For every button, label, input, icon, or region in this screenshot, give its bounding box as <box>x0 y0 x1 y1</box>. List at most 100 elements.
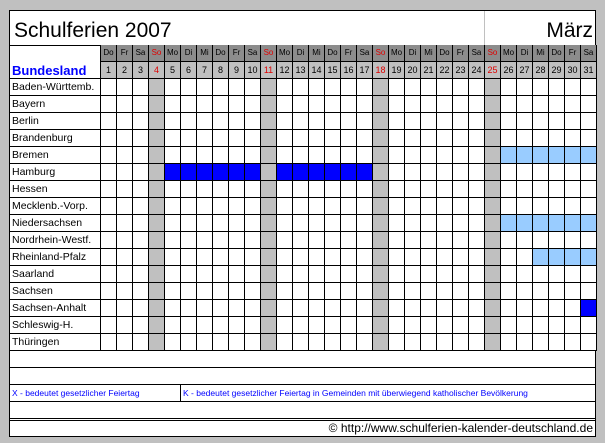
day-cell <box>117 249 133 266</box>
day-cell <box>149 164 165 181</box>
day-cell <box>389 130 405 147</box>
legend-x: X - bedeutet gesetzlicher Feiertag <box>10 385 181 402</box>
weekday-header: Sa <box>581 45 597 62</box>
day-cell <box>421 334 437 351</box>
day-cell <box>565 96 581 113</box>
day-cell <box>565 198 581 215</box>
weekday-header: So <box>373 45 389 62</box>
day-cell <box>389 215 405 232</box>
day-cell <box>309 334 325 351</box>
day-cell <box>149 283 165 300</box>
day-cell <box>421 198 437 215</box>
day-cell <box>261 266 277 283</box>
day-number: 18 <box>373 62 389 79</box>
day-cell <box>565 130 581 147</box>
day-cell <box>245 130 261 147</box>
day-cell <box>197 300 213 317</box>
day-cell <box>437 181 453 198</box>
day-cell <box>341 283 357 300</box>
day-cell <box>101 249 117 266</box>
day-cell <box>437 164 453 181</box>
day-cell <box>373 317 389 334</box>
day-cell <box>357 164 373 181</box>
day-cell <box>533 283 549 300</box>
day-cell <box>469 96 485 113</box>
day-cell <box>117 130 133 147</box>
day-cell <box>485 215 501 232</box>
day-cell <box>517 232 533 249</box>
day-cell <box>565 79 581 96</box>
day-cell <box>453 300 469 317</box>
day-cell <box>437 215 453 232</box>
day-cell <box>501 334 517 351</box>
day-cell <box>245 249 261 266</box>
day-cell <box>389 181 405 198</box>
day-cell <box>389 266 405 283</box>
day-cell <box>405 266 421 283</box>
day-cell <box>453 317 469 334</box>
weekday-header: Do <box>325 45 341 62</box>
day-cell <box>501 113 517 130</box>
day-number: 19 <box>389 62 405 79</box>
day-cell <box>469 215 485 232</box>
day-cell <box>373 232 389 249</box>
day-cell <box>341 96 357 113</box>
day-cell <box>453 96 469 113</box>
day-cell <box>421 130 437 147</box>
day-cell <box>565 266 581 283</box>
day-cell <box>501 232 517 249</box>
day-cell <box>245 181 261 198</box>
day-cell <box>245 266 261 283</box>
day-cell <box>517 300 533 317</box>
day-cell <box>549 164 565 181</box>
day-cell <box>293 215 309 232</box>
day-cell <box>549 198 565 215</box>
day-cell <box>309 96 325 113</box>
day-cell <box>181 181 197 198</box>
day-cell <box>213 317 229 334</box>
day-cell <box>101 334 117 351</box>
day-cell <box>165 96 181 113</box>
day-cell <box>341 317 357 334</box>
day-cell <box>101 266 117 283</box>
day-cell <box>261 181 277 198</box>
day-number: 25 <box>485 62 501 79</box>
day-cell <box>517 249 533 266</box>
day-cell <box>197 96 213 113</box>
day-cell <box>165 249 181 266</box>
day-cell <box>309 147 325 164</box>
day-cell <box>389 334 405 351</box>
day-number: 6 <box>181 62 197 79</box>
day-cell <box>357 300 373 317</box>
day-cell <box>469 283 485 300</box>
weekday-header: Mi <box>197 45 213 62</box>
day-cell <box>213 79 229 96</box>
day-cell <box>581 300 597 317</box>
day-cell <box>229 79 245 96</box>
day-cell <box>277 79 293 96</box>
weekday-header: Mi <box>309 45 325 62</box>
day-cell <box>181 334 197 351</box>
day-cell <box>101 215 117 232</box>
day-cell <box>565 283 581 300</box>
day-cell <box>293 334 309 351</box>
day-cell <box>149 113 165 130</box>
day-cell <box>229 113 245 130</box>
day-cell <box>453 79 469 96</box>
day-cell <box>469 198 485 215</box>
day-cell <box>341 249 357 266</box>
day-cell <box>325 164 341 181</box>
day-cell <box>165 232 181 249</box>
day-cell <box>181 300 197 317</box>
day-cell <box>389 249 405 266</box>
day-cell <box>149 317 165 334</box>
day-cell <box>101 317 117 334</box>
day-cell <box>533 334 549 351</box>
day-cell <box>309 283 325 300</box>
day-cell <box>581 130 597 147</box>
day-cell <box>437 113 453 130</box>
day-cell <box>245 113 261 130</box>
day-cell <box>149 198 165 215</box>
day-cell <box>325 334 341 351</box>
weekday-header: So <box>485 45 501 62</box>
